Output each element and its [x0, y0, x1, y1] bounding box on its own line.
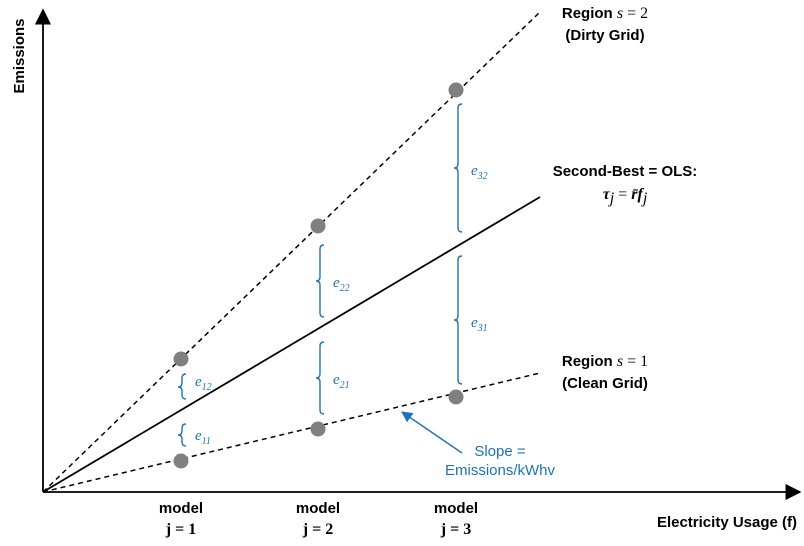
error-label-e31: e31 [471, 315, 488, 334]
model-3-index: j = 3 [440, 521, 471, 538]
dirty-grid-label-line2: (Dirty Grid) [565, 27, 644, 44]
y-axis-label: Emissions [11, 18, 28, 93]
model-3-label: model [434, 500, 478, 517]
ols-line [42, 196, 541, 493]
error-label-e11: e11 [195, 428, 211, 447]
ols-label-line1: Second-Best = OLS: [553, 163, 698, 180]
model-1-label: model [159, 500, 203, 517]
point-dirty-model-1 [173, 351, 189, 367]
point-clean-model-1 [173, 453, 189, 469]
dirty-grid-label-line1: Region s = 2 [562, 5, 648, 22]
error-label-e32: e32 [471, 163, 488, 182]
model-1-index: j = 1 [165, 521, 196, 538]
slope-pointer-arrow [401, 411, 463, 454]
ols-label-line2: τj = r̄fj [603, 186, 648, 207]
dirty-grid-line [42, 11, 541, 493]
point-dirty-model-3 [448, 82, 464, 98]
brace-e21 [315, 341, 325, 415]
clean-grid-label-line1: Region s = 1 [562, 353, 648, 370]
brace-e32 [453, 103, 463, 233]
model-2-label: model [296, 500, 340, 517]
slope-note-line1: Slope = [474, 443, 526, 460]
slope-note-line2: Emissions/kWhv [445, 462, 556, 479]
error-label-e12: e12 [195, 374, 212, 393]
clean-grid-label-line2: (Clean Grid) [562, 375, 648, 392]
error-label-e22: e22 [333, 275, 350, 294]
brace-e11 [177, 423, 187, 447]
brace-e31 [453, 255, 463, 385]
point-clean-model-3 [448, 389, 464, 405]
point-clean-model-2 [310, 421, 326, 437]
error-label-e21: e21 [333, 372, 350, 391]
brace-e22 [315, 244, 325, 318]
x-axis-label: Electricity Usage (f) [657, 514, 797, 531]
model-2-index: j = 2 [302, 521, 333, 538]
brace-e12 [177, 373, 187, 400]
point-dirty-model-2 [310, 218, 326, 234]
